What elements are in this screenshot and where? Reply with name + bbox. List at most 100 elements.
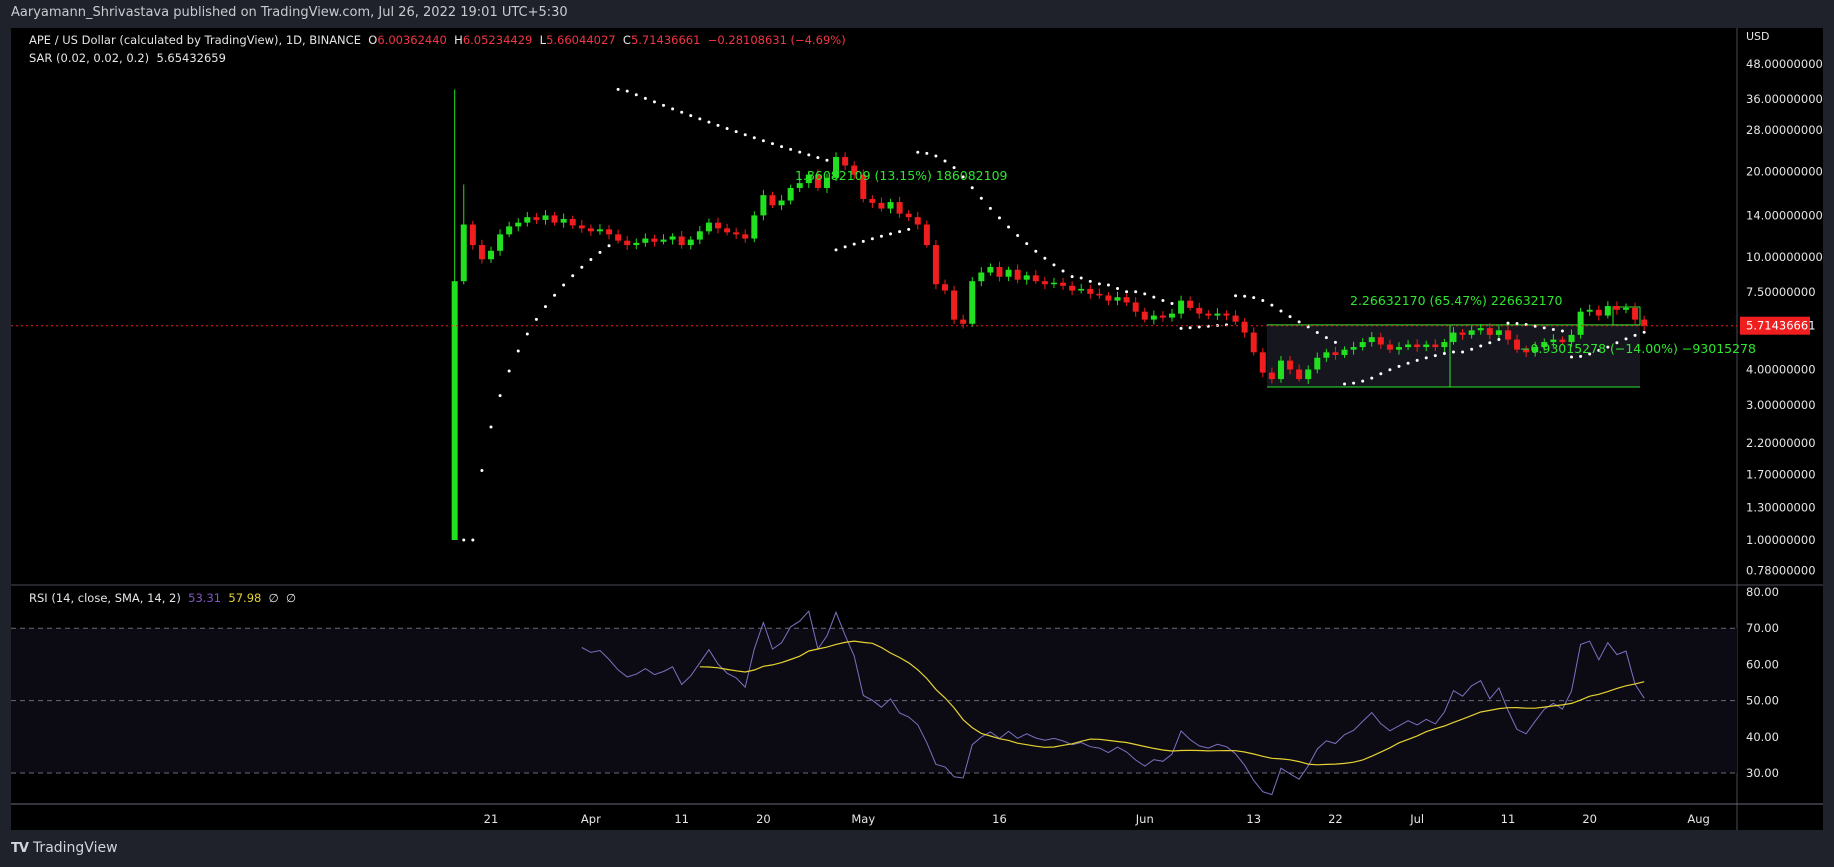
candle-body xyxy=(869,198,876,203)
candle-body xyxy=(1141,311,1148,320)
candle-body xyxy=(960,319,967,324)
sar-dot xyxy=(707,120,711,124)
sar-dot xyxy=(1470,347,1474,351)
candle-body xyxy=(1641,319,1648,326)
sar-dot xyxy=(489,425,493,429)
sar-dot xyxy=(1288,315,1292,319)
candle-body xyxy=(1541,342,1548,348)
candle-body xyxy=(1532,347,1539,353)
sar-dot xyxy=(652,100,656,104)
sar-dot xyxy=(1025,242,1029,246)
candle-body xyxy=(660,239,667,242)
candle-body xyxy=(942,284,948,291)
candle-body xyxy=(1568,334,1575,343)
candle-body xyxy=(1305,369,1312,380)
candle-body xyxy=(533,217,540,220)
rsi-tick-label: 80.00 xyxy=(1746,585,1779,599)
time-tick-label: 22 xyxy=(1328,812,1343,826)
sar-dots xyxy=(462,87,1646,542)
candle-body xyxy=(1405,344,1412,348)
candle-body xyxy=(1114,297,1121,301)
sar-dot xyxy=(743,133,747,137)
candle-body xyxy=(751,215,758,239)
sar-dot xyxy=(1642,330,1646,334)
high-label: H xyxy=(454,33,463,47)
sar-dot xyxy=(825,158,829,162)
low-value: 5.66044027 xyxy=(546,33,616,47)
candle-body xyxy=(524,217,531,223)
candle-body xyxy=(1595,309,1602,316)
symbol-title[interactable]: APE / US Dollar (calculated by TradingVi… xyxy=(29,33,361,47)
candle-body xyxy=(1423,344,1430,348)
sar-dot xyxy=(988,206,992,210)
sar-dot xyxy=(1397,364,1401,368)
candle-body xyxy=(1577,311,1584,335)
candle-body xyxy=(796,183,803,188)
candle-body xyxy=(451,281,458,540)
sar-dot xyxy=(562,283,566,287)
candle-body xyxy=(1332,352,1339,355)
candle-body xyxy=(1414,344,1421,348)
candle-body xyxy=(905,213,912,218)
candle-body xyxy=(1586,309,1593,312)
sar-dot xyxy=(1370,376,1374,380)
candle-body xyxy=(515,222,522,227)
candle-body xyxy=(805,174,812,184)
sar-dot xyxy=(471,538,475,542)
footer-brand[interactable]: 𝗧𝗩 TradingView xyxy=(11,840,118,856)
candle-body xyxy=(1296,369,1303,380)
sar-dot xyxy=(480,468,484,472)
sar-dot xyxy=(1070,275,1074,279)
sar-dot xyxy=(1315,330,1319,334)
chart-area[interactable]: USD 48.00000000 36.00000000 28.00000000 20.0… xyxy=(11,28,1823,830)
candle-body xyxy=(715,222,721,229)
high-value: 6.05234429 xyxy=(462,33,533,47)
candle-body xyxy=(1250,332,1257,353)
sar-dot xyxy=(1461,350,1465,354)
sar-dot xyxy=(1297,320,1301,324)
sar-dot xyxy=(843,245,847,249)
chart-canvas[interactable]: USD 48.00000000 36.00000000 28.00000000 20.0… xyxy=(11,28,1823,830)
candle-body xyxy=(1514,339,1521,350)
candle-body xyxy=(1486,328,1493,335)
time-tick-label: Jul xyxy=(1409,812,1424,826)
candle-body xyxy=(787,187,794,201)
candle-body xyxy=(1268,372,1275,380)
candle-body xyxy=(578,225,585,229)
candle-body xyxy=(1441,342,1448,348)
sar-dot xyxy=(916,150,920,154)
sar-dot xyxy=(507,369,511,373)
candle-body xyxy=(1096,293,1103,296)
candle-body xyxy=(1132,302,1139,312)
sar-dot xyxy=(1088,279,1092,283)
candle-body xyxy=(1495,330,1502,335)
candle-body xyxy=(1023,275,1030,280)
candle-body xyxy=(551,215,558,223)
sar-dot xyxy=(716,123,720,127)
candle-body xyxy=(569,218,576,226)
sar-legend[interactable]: SAR (0.02, 0.02, 0.2) 5.65432659 xyxy=(29,51,226,65)
sar-dot xyxy=(807,153,811,157)
measure-label-3: −0.93015278 (−14.00%) −93015278 xyxy=(1520,341,1756,356)
sar-dot xyxy=(1170,301,1174,305)
candle-body xyxy=(1623,307,1629,310)
sar-dot xyxy=(1406,361,1410,365)
candle-body xyxy=(951,290,958,320)
candle-body xyxy=(506,226,513,235)
sar-dot xyxy=(1424,356,1428,360)
sar-dot xyxy=(498,394,502,398)
sar-dot xyxy=(1143,292,1147,296)
sar-dot xyxy=(834,248,838,252)
sar-dot xyxy=(1579,354,1583,358)
rsi-title: RSI (14, close, SMA, 14, 2) xyxy=(29,591,181,605)
last-price-badge xyxy=(1740,316,1810,335)
time-tick-label: 13 xyxy=(1246,812,1261,826)
sar-dot xyxy=(1588,352,1592,356)
candle-body xyxy=(678,236,685,246)
rsi-legend[interactable]: RSI (14, close, SMA, 14, 2) 53.31 57.98 … xyxy=(29,591,296,605)
sar-dot xyxy=(1252,296,1256,300)
price-tick-label: 1.00000000 xyxy=(1746,533,1816,547)
sar-dot xyxy=(1324,336,1328,340)
time-tick-label: 21 xyxy=(484,812,499,826)
sar-dot xyxy=(1515,321,1519,325)
